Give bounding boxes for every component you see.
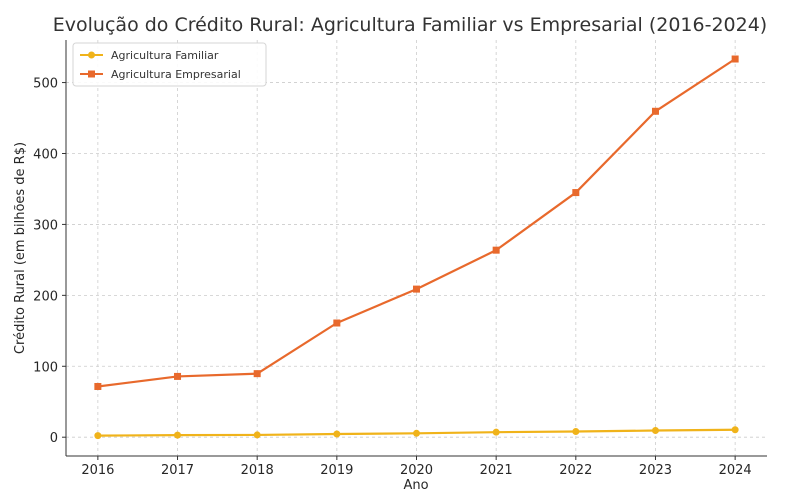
data-point bbox=[333, 319, 341, 327]
data-point bbox=[174, 372, 182, 380]
data-point bbox=[174, 431, 182, 439]
legend-box bbox=[72, 42, 267, 87]
x-tick-label: 2021 bbox=[480, 463, 513, 478]
series-layer bbox=[94, 55, 739, 440]
data-point bbox=[492, 428, 500, 436]
y-tick-label: 200 bbox=[33, 289, 58, 304]
data-point bbox=[94, 432, 102, 440]
data-point bbox=[731, 426, 739, 434]
x-tick-label: 2018 bbox=[241, 463, 274, 478]
x-tick-label: 2022 bbox=[559, 463, 592, 478]
x-tick-label: 2020 bbox=[400, 463, 433, 478]
data-point bbox=[253, 370, 261, 378]
legend-marker-empresarial bbox=[88, 70, 95, 78]
data-point bbox=[253, 431, 261, 439]
x-tick-label: 2016 bbox=[81, 463, 114, 478]
data-point bbox=[572, 428, 580, 436]
data-point bbox=[651, 107, 659, 115]
y-axis-ticks: 0 100 200 300 400 500 bbox=[33, 77, 66, 446]
x-tick-label: 2024 bbox=[719, 463, 752, 478]
legend-label-empresarial: Agricultura Empresarial bbox=[111, 68, 241, 81]
legend: Agricultura Familiar Agricultura Empresa… bbox=[72, 42, 267, 87]
data-point bbox=[731, 55, 739, 63]
data-point bbox=[94, 382, 102, 390]
data-point bbox=[651, 427, 659, 435]
legend-label-familiar: Agricultura Familiar bbox=[111, 49, 219, 62]
x-axis-title: Ano bbox=[403, 478, 428, 493]
x-tick-label: 2023 bbox=[639, 463, 672, 478]
y-tick-label: 0 bbox=[50, 431, 58, 446]
data-point bbox=[333, 430, 341, 438]
chart-title: Evolução do Crédito Rural: Agricultura F… bbox=[53, 14, 767, 36]
data-point bbox=[413, 429, 420, 437]
grid-lines bbox=[66, 40, 767, 456]
legend-marker-familiar bbox=[88, 51, 95, 59]
x-tick-label: 2017 bbox=[161, 463, 194, 478]
data-point bbox=[572, 189, 580, 197]
x-axis-ticks: 2016 2017 2018 2019 2020 2021 2022 2023 2024 bbox=[81, 456, 752, 478]
data-point bbox=[492, 246, 500, 254]
y-tick-label: 100 bbox=[33, 360, 58, 375]
data-point bbox=[413, 285, 420, 293]
y-tick-label: 400 bbox=[33, 147, 58, 162]
y-axis-title: Crédito Rural (em bilhões de R$) bbox=[13, 142, 28, 354]
series-empresarial bbox=[94, 55, 739, 390]
y-tick-label: 300 bbox=[33, 218, 58, 233]
y-tick-label: 500 bbox=[33, 77, 58, 92]
x-tick-label: 2019 bbox=[320, 463, 353, 478]
series-familiar bbox=[94, 426, 739, 440]
